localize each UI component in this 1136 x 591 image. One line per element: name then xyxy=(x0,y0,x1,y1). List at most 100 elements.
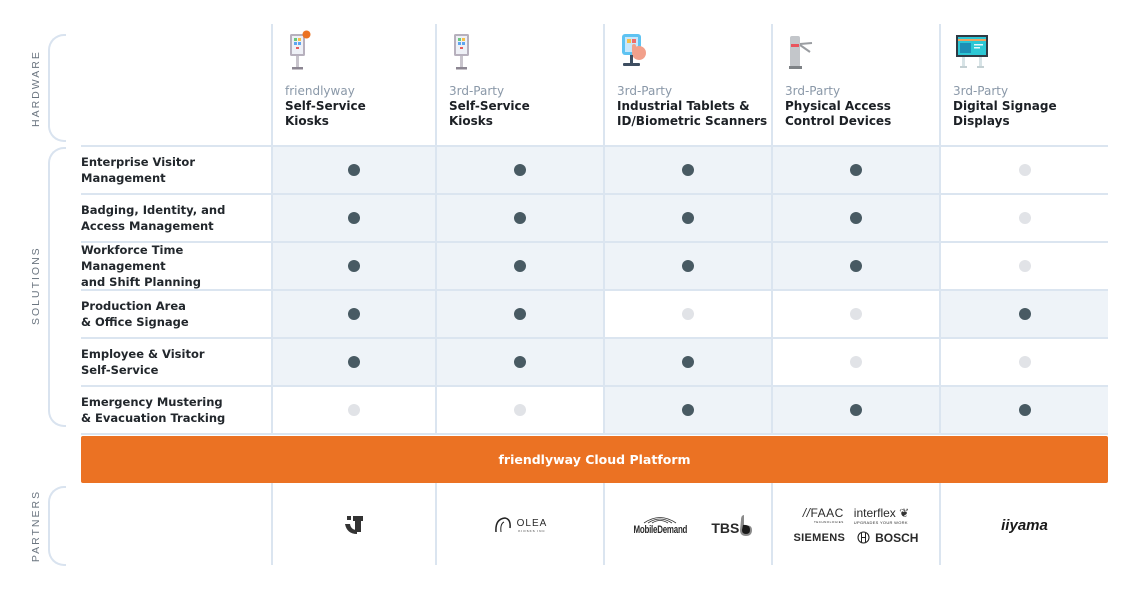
filled-dot-icon xyxy=(514,356,526,368)
olea-logo: OLEA KIOSKS INC xyxy=(493,516,548,534)
hardware-bracket xyxy=(48,34,66,142)
support-cell-unsupported xyxy=(437,387,603,433)
support-cell-supported xyxy=(941,387,1108,433)
empty-dot-icon xyxy=(682,308,694,320)
hardware-brand: friendlyway xyxy=(285,84,355,98)
filled-dot-icon xyxy=(514,260,526,272)
column-divider xyxy=(271,483,273,565)
partner-cell-signage: iiyama xyxy=(941,485,1108,565)
iiyama-logo: iiyama xyxy=(1001,516,1048,534)
solutions-section-label: SOLUTIONS xyxy=(30,246,42,325)
support-cell-supported xyxy=(605,147,771,193)
support-cell-supported xyxy=(437,195,603,241)
column-divider xyxy=(939,483,941,565)
solution-label-self-service: Employee & Visitor Self-Service xyxy=(81,347,205,377)
support-cell-supported xyxy=(273,291,435,337)
friendlyway-logo-icon xyxy=(345,516,363,534)
support-cell-supported xyxy=(273,195,435,241)
column-divider xyxy=(771,483,773,565)
mobiledemand-logo: MobileDemand xyxy=(623,514,698,536)
support-cell-supported xyxy=(273,339,435,385)
support-cell-supported xyxy=(605,243,771,289)
support-cell-supported xyxy=(273,243,435,289)
empty-dot-icon xyxy=(348,404,360,416)
column-divider xyxy=(271,24,273,435)
support-cell-unsupported xyxy=(273,387,435,433)
hardware-name: Self-Service xyxy=(449,99,530,113)
hardware-name: Kiosks xyxy=(285,114,329,128)
filled-dot-icon xyxy=(682,260,694,272)
support-cell-unsupported xyxy=(773,339,939,385)
hardware-name: Kiosks xyxy=(449,114,493,128)
solution-label-emergency: Emergency Mustering & Evacuation Tracking xyxy=(81,395,226,425)
support-cell-supported xyxy=(605,195,771,241)
filled-dot-icon xyxy=(1018,308,1031,320)
row-divider xyxy=(81,289,1108,291)
empty-dot-icon xyxy=(1018,356,1031,368)
turnstile-icon xyxy=(789,36,813,69)
filled-dot-icon xyxy=(850,260,862,272)
solution-label-badging: Badging, Identity, and Access Management xyxy=(81,203,226,233)
solution-label-workforce: Workforce Time Management and Shift Plann… xyxy=(81,243,201,289)
hardware-brand: 3rd-Party xyxy=(953,84,1009,98)
filled-dot-icon xyxy=(514,308,526,320)
hardware-column-physical-access: 3rd-Party Physical Access Control Device… xyxy=(773,30,891,129)
hardware-brand: 3rd-Party xyxy=(785,84,841,98)
cloud-platform-label: friendlyway Cloud Platform xyxy=(498,452,691,467)
partner-cell-access: //FAAC TECHNOLOGIES interflex ❦ UPGRADES… xyxy=(773,485,939,565)
filled-dot-icon xyxy=(682,164,694,176)
support-cell-supported xyxy=(437,147,603,193)
solution-label-signage: Production Area & Office Signage xyxy=(81,299,189,329)
support-cell-supported xyxy=(437,243,603,289)
hardware-column-friendlyway-kiosks: friendlyway Self-Service Kiosks xyxy=(273,30,366,129)
hardware-name: Control Devices xyxy=(785,114,892,128)
signage-display-icon xyxy=(956,35,988,68)
hardware-section-label: HARDWARE xyxy=(30,50,42,127)
tbs-logo: TBS xyxy=(711,514,753,536)
row-divider xyxy=(81,241,1108,243)
faac-logo: //FAAC TECHNOLOGIES xyxy=(802,506,844,524)
filled-dot-icon xyxy=(682,356,694,368)
support-cell-supported xyxy=(605,339,771,385)
column-divider xyxy=(771,24,773,435)
row-divider xyxy=(81,385,1108,387)
filled-dot-icon xyxy=(514,212,526,224)
row-divider xyxy=(81,433,1108,435)
kiosk-icon xyxy=(290,30,311,70)
solution-label-visitor-management: Enterprise Visitor Management xyxy=(81,155,196,185)
hardware-name: ID/Biometric Scanners xyxy=(617,114,768,128)
filled-dot-icon xyxy=(348,308,360,320)
hardware-name: Physical Access xyxy=(785,99,891,113)
siemens-logo: SIEMENS xyxy=(793,531,846,544)
hardware-name: Self-Service xyxy=(285,99,366,113)
partner-cell-tablets: MobileDemand TBS xyxy=(605,485,771,565)
support-cell-supported xyxy=(773,387,939,433)
support-cell-unsupported xyxy=(605,291,771,337)
row-divider xyxy=(81,337,1108,339)
filled-dot-icon xyxy=(850,212,862,224)
support-cell-unsupported xyxy=(773,291,939,337)
support-cell-supported xyxy=(273,147,435,193)
column-divider xyxy=(939,24,941,435)
partner-cell-olea: OLEA KIOSKS INC xyxy=(437,485,603,565)
filled-dot-icon xyxy=(348,356,360,368)
support-cell-unsupported xyxy=(941,339,1108,385)
support-cell-supported xyxy=(773,147,939,193)
partners-bracket xyxy=(48,486,66,566)
filled-dot-icon xyxy=(348,260,360,272)
support-cell-unsupported xyxy=(941,147,1108,193)
empty-dot-icon xyxy=(1018,164,1031,176)
support-cell-supported xyxy=(773,243,939,289)
bosch-armature-icon xyxy=(857,531,870,544)
partner-cell-friendlyway xyxy=(273,485,435,565)
row-divider xyxy=(81,193,1108,195)
tablet-touch-icon xyxy=(622,34,646,66)
support-cell-supported xyxy=(437,291,603,337)
support-cell-supported xyxy=(605,387,771,433)
hardware-column-digital-signage: 3rd-Party Digital Signage Displays xyxy=(941,30,1057,129)
support-cell-unsupported xyxy=(941,195,1108,241)
support-cell-unsupported xyxy=(941,243,1108,289)
row-divider xyxy=(81,145,1108,147)
column-divider xyxy=(435,483,437,565)
mobiledemand-wave-icon xyxy=(643,517,677,524)
